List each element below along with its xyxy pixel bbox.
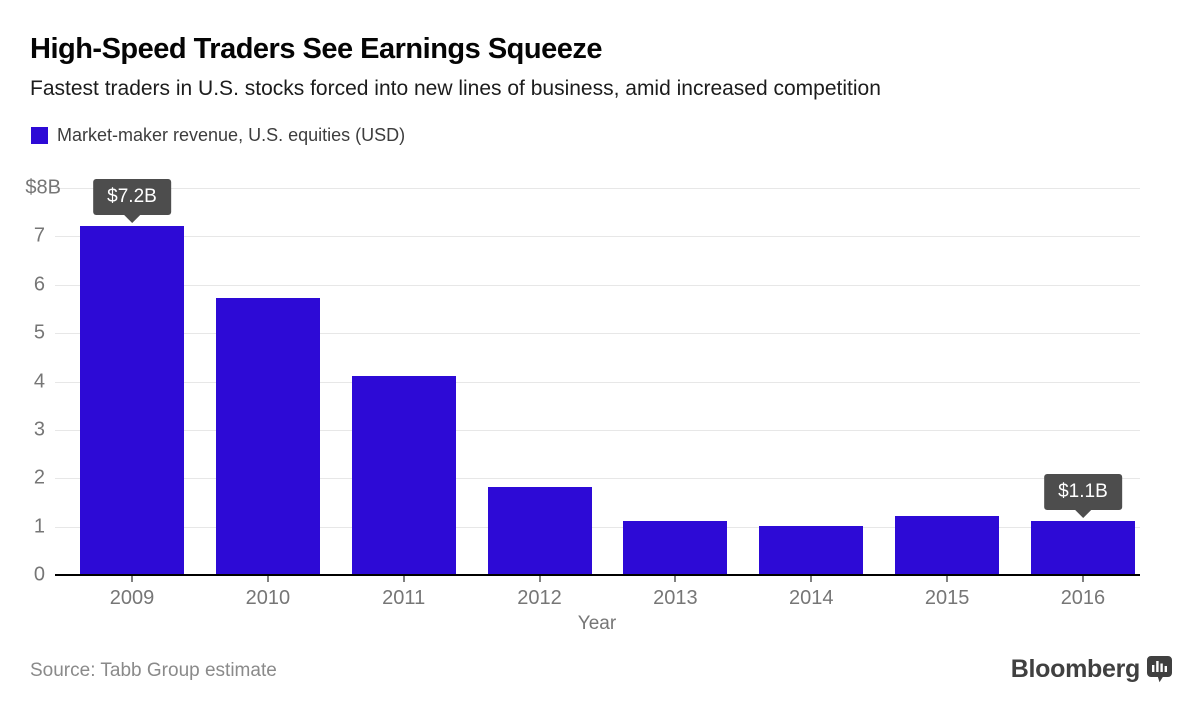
x-axis-tick-2012 [539, 576, 541, 582]
x-axis-tick-2013 [674, 576, 676, 582]
bar-2011 [351, 375, 456, 574]
plot-area: 0 1 2 3 4 5 6 7 $8B 2009 2010 2011 2012 2013 2014 2015 2… [25, 177, 1140, 609]
gridline-8 [55, 188, 1140, 189]
y-axis-tick-label-3: 3 [33, 418, 45, 441]
value-callout-2016: $1.1B [1044, 473, 1122, 510]
y-axis-tick-label-4: 4 [33, 370, 45, 392]
bar-2012 [487, 486, 592, 574]
bloomberg-chart-bubble-icon [1147, 656, 1172, 683]
x-axis-tick-2015 [946, 576, 948, 582]
gridline-6 [55, 284, 1140, 286]
value-callout-2009: $7.2B [93, 178, 171, 215]
legend-label: Market-maker revenue, U.S. equities (USD… [57, 125, 406, 145]
y-axis-tick-label-5: 5 [33, 321, 45, 344]
y-axis-tick-label-1: 1 [33, 515, 45, 538]
x-axis-label-2016: 2016 [1060, 587, 1106, 609]
x-axis-tick-2010 [267, 576, 269, 582]
chart-title: High-Speed Traders See Earnings Squeeze [30, 33, 602, 65]
gridline-2 [55, 478, 1140, 480]
bar-2014 [759, 525, 864, 574]
x-axis-label-2012: 2012 [517, 587, 562, 609]
x-axis-tick-2009 [131, 576, 133, 582]
bar-2010 [215, 298, 320, 574]
gridline-3 [55, 429, 1140, 431]
y-axis-max-label: $8B [25, 176, 61, 199]
y-axis-tick-label-2: 2 [33, 466, 45, 489]
y-axis-tick-label-0: 0 [33, 563, 45, 586]
gridline-5 [55, 333, 1140, 335]
x-axis-label-2009: 2009 [109, 587, 155, 609]
bloomberg-logo: Bloomberg [1011, 655, 1172, 684]
gridline-1 [55, 526, 1140, 528]
legend: Market-maker revenue, U.S. equities (USD… [31, 125, 405, 146]
y-axis-tick-label-7: 7 [33, 224, 45, 247]
x-axis-tick-2016 [1082, 576, 1084, 582]
bar-2015 [895, 515, 1000, 574]
bloomberg-wordmark: Bloomberg [1010, 655, 1141, 683]
y-axis-tick-label-6: 6 [33, 273, 45, 296]
legend-swatch-icon [31, 127, 48, 144]
bar-2013 [623, 520, 728, 574]
x-axis-label-2015: 2015 [924, 587, 970, 609]
x-axis-label-2010: 2010 [245, 587, 291, 609]
x-axis-title: Year [577, 613, 617, 634]
x-axis-baseline [55, 574, 1140, 576]
source-note: Source: Tabb Group estimate [30, 660, 277, 681]
bar-2016 [1030, 520, 1135, 574]
gridline-4 [55, 381, 1140, 383]
x-axis-label-2014: 2014 [789, 587, 834, 609]
x-axis-tick-2014 [810, 576, 812, 582]
bar-2009 [80, 225, 184, 574]
x-axis-tick-2011 [403, 576, 405, 582]
gridline-7 [55, 236, 1140, 238]
chart-subtitle: Fastest traders in U.S. stocks forced in… [30, 77, 881, 100]
x-axis-label-2011: 2011 [382, 587, 426, 609]
x-axis-label-2013: 2013 [653, 587, 698, 609]
